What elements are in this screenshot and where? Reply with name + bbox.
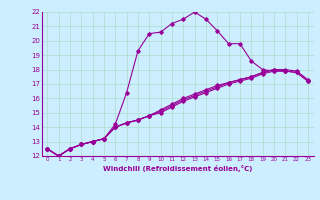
X-axis label: Windchill (Refroidissement éolien,°C): Windchill (Refroidissement éolien,°C) (103, 165, 252, 172)
